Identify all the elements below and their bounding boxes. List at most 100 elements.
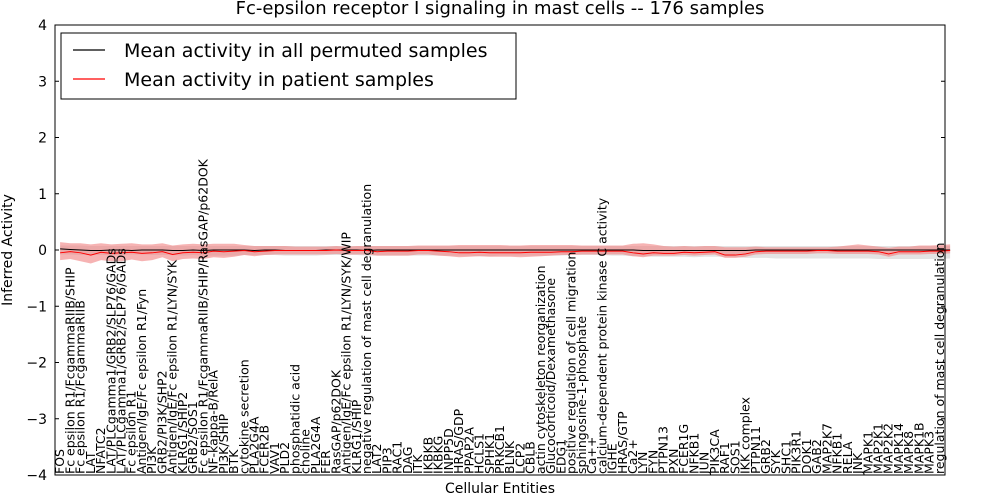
x-tick-label: DOK1 xyxy=(799,438,814,474)
x-tick-label: LYN xyxy=(635,452,650,474)
x-tick-label: PPAP2A xyxy=(461,427,476,474)
x-tick-label: PRKCB1 xyxy=(492,425,507,474)
x-tick-label: LAT/PLCgamma1/GRB2/SLP76/GADs xyxy=(113,248,128,474)
y-tick-label: 3 xyxy=(38,74,47,90)
y-tick-label: 4 xyxy=(38,18,47,34)
x-tick-label: GAB2 xyxy=(809,439,824,474)
y-ticks: −4 −3 −2 −1 0 1 2 3 4 xyxy=(26,18,945,484)
x-tick-label: SHC1 xyxy=(778,440,793,474)
x-tick-label: calcium-dependent protein kinase C activ… xyxy=(594,197,609,474)
x-tick-label: IKBKG xyxy=(431,436,446,474)
x-tick-label: DAG xyxy=(400,447,415,474)
x-tick-label: FER xyxy=(318,450,333,474)
x-tick-label: KLRG1/SHIP2 xyxy=(175,392,190,474)
x-tick-label: JUN xyxy=(697,452,712,475)
legend-label-patient: Mean activity in patient samples xyxy=(124,69,434,91)
x-tick-label: sphingosine-1-phosphate xyxy=(574,316,589,474)
x-tick-label: PLD2 xyxy=(277,442,292,474)
x-tick-label: PI3K/SHIP xyxy=(216,413,231,474)
x-tick-label: IGHE xyxy=(605,443,620,474)
plot-area xyxy=(60,242,951,264)
x-tick-label: PTPN11 xyxy=(748,426,763,474)
x-tick-label: FYN xyxy=(645,450,660,474)
x-tick-label: INPP5D xyxy=(441,428,456,474)
x-tick-label: Fc epsilon R1/FcgammaRIIB xyxy=(73,300,88,474)
x-tick-label: PTPN13 xyxy=(656,426,671,474)
x-tick-label: cytokine secretion xyxy=(236,359,251,474)
x-tick-label: choline xyxy=(298,429,313,474)
x-tick-label: JNK xyxy=(850,452,865,475)
x-tick-label: FOS xyxy=(52,449,67,474)
x-tick-label: RELA xyxy=(840,441,855,474)
x-tick-label: IKBKB xyxy=(420,437,435,474)
axes-frame xyxy=(54,24,946,476)
legend: Mean activity in all permuted samples Me… xyxy=(60,32,517,100)
legend-label-permuted: Mean activity in all permuted samples xyxy=(124,40,487,62)
x-tick-label: GRB2 xyxy=(758,439,773,474)
y-tick-label: 2 xyxy=(38,131,47,147)
x-tick-label: LCP2 xyxy=(512,443,527,474)
x-tick-label: PLA2G4A xyxy=(308,416,323,474)
x-tick-label: Antigen/IgE/Fc epsilon R1/LYN/SYK xyxy=(165,259,180,474)
y-tick-label: −4 xyxy=(26,468,47,484)
x-tick-label: MAPK1B xyxy=(911,422,926,474)
x-tick-label: MAPK8 xyxy=(901,431,916,474)
y-tick-label: −2 xyxy=(26,356,47,372)
x-tick-label: NFKB1 xyxy=(830,433,845,474)
x-tick-label: MAPK1 xyxy=(860,431,875,474)
x-tick-label: GRB2/SOS1 xyxy=(185,401,200,474)
x-axis-label: Cellular Entities xyxy=(445,481,555,497)
x-tick-label: VAV1 xyxy=(267,442,282,474)
x-tick-label: PIK3R1 xyxy=(789,430,804,474)
x-tick-label: IKK complex xyxy=(738,397,753,474)
x-tick-label: Fc epsilon R1/FcgammaRIIB/SHIP xyxy=(62,267,77,474)
x-tick-label: Glucocorticoid/Dexamethasone xyxy=(543,278,558,474)
x-tick-label: Antigen/IgE/Fc epsilon R1/LYN/SYK/WIP xyxy=(339,232,354,474)
x-tick-label: SOS1 xyxy=(727,440,742,474)
x-tick-label: LAT/PLCgamma1/GRB2/SLP76/GADs xyxy=(103,248,118,474)
x-tick-label: PXN xyxy=(666,449,681,474)
x-tick-label: actin cytoskeleton reorganization xyxy=(533,265,548,474)
patient-mean-line xyxy=(60,249,951,256)
x-tick-label: RAC1 xyxy=(390,441,405,474)
y-tick-label: 1 xyxy=(38,187,47,203)
x-tick-label: PLA2G4A xyxy=(246,416,261,474)
x-tick-label: HRAS/GDP xyxy=(451,408,466,474)
x-tick-label: EDG1 xyxy=(553,439,568,474)
y-axis-label: Inferred Activity xyxy=(0,194,16,306)
x-tick-label: NFATC2 xyxy=(93,427,108,474)
x-tick-label: PIP3 xyxy=(379,447,394,474)
x-tick-label: MAP2K2 xyxy=(881,423,896,474)
x-tick-label: KLRG1/SHIP xyxy=(349,399,364,474)
x-tick-label: regulation of mast cell degranulation xyxy=(932,243,947,474)
x-tick-label: NF-kappa-B/RelA xyxy=(206,370,221,474)
y-tick-label: 0 xyxy=(38,243,47,259)
x-tick-label: ITK xyxy=(410,454,425,474)
chart-title: Fc-epsilon receptor I signaling in mast … xyxy=(236,0,765,19)
x-tick-label: Antigen/IgE/Fc epsilon R1/Fyn xyxy=(134,289,149,474)
x-tick-label: GRB2/PI3K/SHP2 xyxy=(154,370,169,474)
x-tick-label: CBLB xyxy=(523,441,538,474)
x-tick-label: PIK3CA xyxy=(707,429,722,474)
legend-box xyxy=(60,32,517,100)
x-tick-label: HCLS1 xyxy=(472,433,487,474)
x-tick-label: PI3K xyxy=(144,446,159,474)
x-tick-label: FCER2B xyxy=(257,425,272,474)
x-tick-label: SYK xyxy=(768,449,783,474)
x-tick-label: positive regulation of cell migration xyxy=(564,252,579,474)
x-tick-label: MAP2K7 xyxy=(819,423,834,474)
x-tick-label: MAPK3 xyxy=(922,431,937,474)
x-tick-label: Fc epsilon R1 xyxy=(124,391,139,474)
x-tick-label: MAP2K1 xyxy=(871,423,886,474)
x-tick-label: BTK xyxy=(226,449,241,474)
x-tick-label: RAF1 xyxy=(717,442,732,474)
x-tick-label: FCER1G xyxy=(676,424,691,474)
x-tick-label: phosphatidic acid xyxy=(287,364,302,474)
x-tick-label: BLNK xyxy=(502,440,517,474)
x-tick-label: NFKB1 xyxy=(686,433,701,474)
x-tick-label: HRAS/GTP xyxy=(615,411,630,474)
x-tick-label: negative regulation of mast cell degranu… xyxy=(359,184,374,474)
y-tick-label: −1 xyxy=(26,299,47,315)
